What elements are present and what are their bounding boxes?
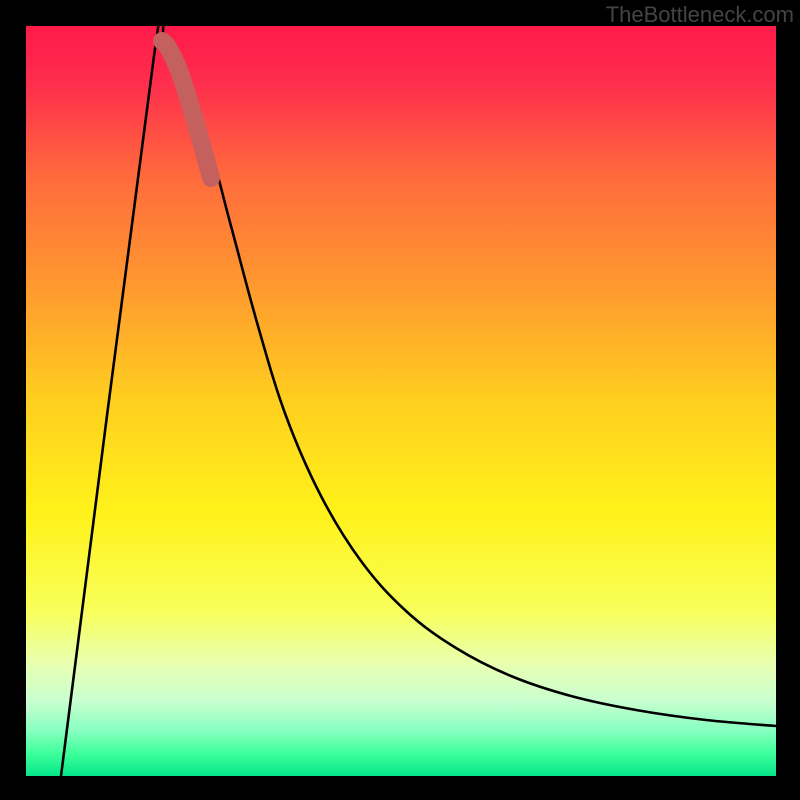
plot-area	[26, 26, 776, 776]
bottleneck-curve	[61, 26, 776, 776]
watermark-text: TheBottleneck.com	[606, 2, 794, 28]
highlight-segment	[162, 41, 211, 178]
chart-curves	[26, 26, 776, 776]
